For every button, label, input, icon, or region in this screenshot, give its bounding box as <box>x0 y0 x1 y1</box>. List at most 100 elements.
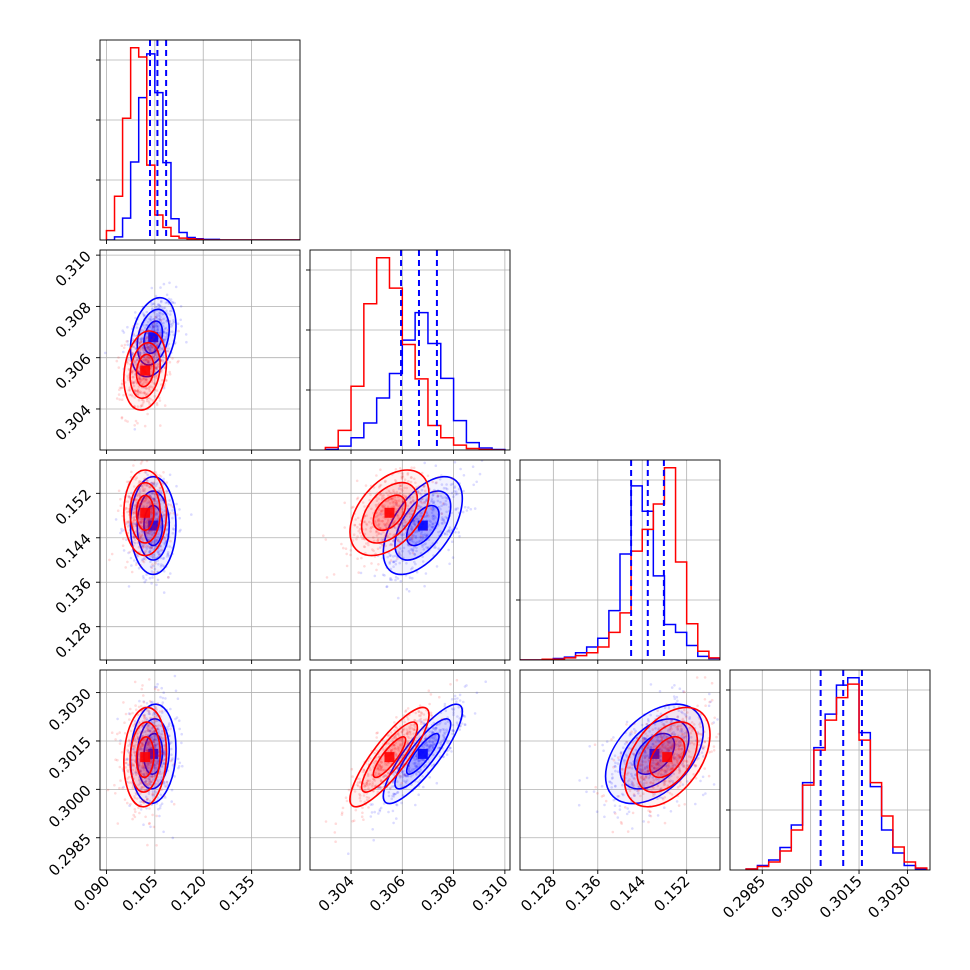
scatter-point <box>160 764 164 768</box>
scatter-point <box>136 732 139 736</box>
panel-frame <box>99 39 301 241</box>
scatter-point <box>144 499 148 502</box>
scatter-point <box>139 503 142 506</box>
scatter-point <box>403 518 407 521</box>
scatter-point <box>426 546 430 550</box>
scatter-point <box>417 732 421 735</box>
scatter-point <box>665 720 668 723</box>
scatter-point <box>651 742 655 746</box>
scatter-point <box>155 765 158 768</box>
scatter-point <box>398 508 401 511</box>
scatter-point <box>153 763 157 767</box>
scatter-point <box>412 767 416 771</box>
scatter-point <box>138 699 141 703</box>
scatter-point <box>133 518 136 522</box>
scatter-point <box>441 522 444 525</box>
scatter-point <box>146 763 150 766</box>
scatter-point <box>128 495 131 499</box>
scatter-point <box>403 773 407 776</box>
scatter-point <box>132 516 135 520</box>
scatter-point <box>376 767 380 770</box>
scatter-point <box>126 362 129 365</box>
scatter-point <box>150 508 153 512</box>
scatter-point <box>380 765 383 769</box>
scatter-point <box>142 557 145 561</box>
scatter-point <box>647 719 650 723</box>
scatter-point <box>365 782 369 785</box>
scatter-point <box>152 498 156 502</box>
y-tick-label: 0.306 <box>52 350 95 393</box>
scatter-point <box>151 326 155 329</box>
scatter-point <box>643 767 647 770</box>
scatter-point <box>145 748 149 752</box>
scatter-point <box>146 327 149 331</box>
scatter-point <box>163 754 166 757</box>
scatter-point <box>659 772 663 776</box>
scatter-point <box>431 743 435 747</box>
scatter-point <box>169 572 172 575</box>
scatter-point <box>165 331 169 335</box>
scatter-point <box>134 737 137 741</box>
scatter-point <box>666 740 670 744</box>
scatter-point <box>373 761 376 764</box>
scatter-point <box>138 490 142 494</box>
scatter-point <box>402 546 406 550</box>
scatter-point <box>667 749 670 752</box>
scatter-point <box>126 374 129 378</box>
scatter-point <box>153 712 157 715</box>
scatter-point <box>368 782 371 785</box>
scatter-point <box>148 546 151 549</box>
scatter-point <box>143 362 146 365</box>
scatter-point <box>713 716 716 720</box>
scatter-point <box>141 543 144 547</box>
scatter-point <box>120 529 124 533</box>
scatter-point <box>126 358 130 361</box>
scatter-point <box>669 725 673 728</box>
scatter-point <box>709 700 712 704</box>
scatter-point <box>172 511 175 515</box>
scatter-point <box>413 552 416 556</box>
scatter-point <box>172 527 175 530</box>
plot-content <box>577 670 720 834</box>
scatter-point <box>145 545 148 548</box>
scatter-point <box>137 390 140 394</box>
scatter-point <box>154 366 158 370</box>
scatter-point <box>407 550 411 553</box>
scatter-point <box>420 712 424 715</box>
scatter-point <box>435 726 438 730</box>
scatter-point <box>407 770 411 774</box>
scatter-point <box>610 782 614 785</box>
scatter-point <box>357 529 361 533</box>
scatter-point <box>162 744 166 748</box>
scatter-point <box>381 508 385 512</box>
scatter-point <box>150 350 154 354</box>
scatter-point <box>651 781 655 785</box>
scatter-point <box>147 356 150 359</box>
scatter-point <box>171 757 174 760</box>
scatter-point <box>445 487 449 491</box>
scatter-point <box>613 754 617 757</box>
scatter-point <box>334 840 337 843</box>
scatter-point <box>118 398 121 401</box>
scatter-point <box>161 456 164 459</box>
scatter-point <box>177 766 180 770</box>
scatter-point <box>398 540 402 544</box>
scatter-point <box>380 504 384 508</box>
scatter-point <box>155 685 158 689</box>
scatter-point <box>127 744 130 747</box>
scatter-point <box>642 736 645 740</box>
scatter-point <box>144 783 148 787</box>
scatter-point <box>149 750 152 753</box>
scatter-point <box>694 764 697 768</box>
scatter-point <box>136 713 140 717</box>
scatter-point <box>467 506 470 509</box>
scatter-point <box>150 546 153 550</box>
scatter-point <box>152 336 155 339</box>
scatter-point <box>427 514 430 518</box>
scatter-point <box>424 763 427 767</box>
scatter-point <box>383 535 387 538</box>
scatter-point <box>614 761 617 765</box>
scatter-point <box>647 771 650 774</box>
scatter-point <box>432 500 436 503</box>
scatter-point <box>400 476 404 480</box>
